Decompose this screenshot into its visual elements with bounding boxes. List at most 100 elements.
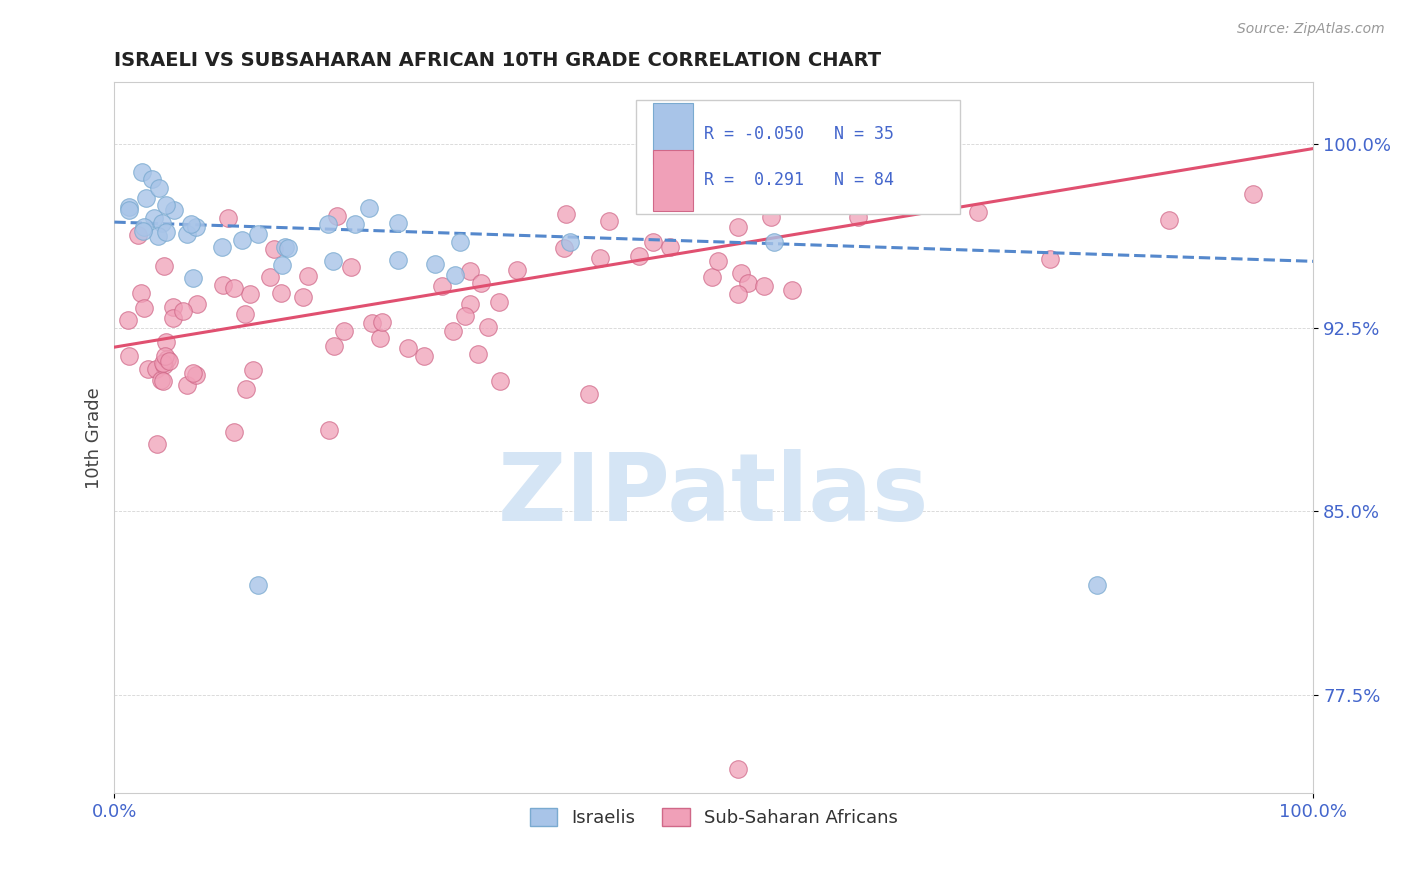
Point <box>430 279 453 293</box>
Point <box>467 347 489 361</box>
Point <box>292 290 315 304</box>
Point <box>340 260 363 274</box>
Point <box>323 339 346 353</box>
Text: Source: ZipAtlas.com: Source: ZipAtlas.com <box>1237 22 1385 37</box>
Point <box>152 358 174 372</box>
Point <box>506 263 529 277</box>
Point <box>578 386 600 401</box>
Point <box>181 271 204 285</box>
Text: R = -0.050   N = 35: R = -0.050 N = 35 <box>704 125 894 143</box>
Point <box>730 266 752 280</box>
Point <box>181 366 204 380</box>
Point <box>231 233 253 247</box>
Point <box>846 210 869 224</box>
Point <box>224 425 246 440</box>
Point <box>727 762 749 776</box>
Point <box>155 349 177 363</box>
Point <box>1038 252 1060 266</box>
Point <box>360 316 382 330</box>
Point <box>162 311 184 326</box>
Point <box>263 242 285 256</box>
Point <box>146 437 169 451</box>
Point <box>368 331 391 345</box>
Point <box>129 286 152 301</box>
Point <box>132 224 155 238</box>
Point <box>454 309 477 323</box>
Point <box>553 242 575 256</box>
Point <box>127 227 149 242</box>
Point <box>143 211 166 225</box>
Point <box>134 219 156 234</box>
Point <box>598 214 620 228</box>
Point <box>186 219 208 234</box>
Point <box>444 268 467 283</box>
Point <box>318 217 340 231</box>
Point <box>458 264 481 278</box>
Point <box>737 277 759 291</box>
Text: R =  0.291   N = 84: R = 0.291 N = 84 <box>704 171 894 189</box>
Point <box>700 269 723 284</box>
Point <box>242 363 264 377</box>
Point <box>155 334 177 349</box>
Point <box>247 227 270 241</box>
Point <box>725 189 748 203</box>
Point <box>117 313 139 327</box>
Point <box>966 205 988 219</box>
Point <box>412 350 434 364</box>
Point <box>780 283 803 297</box>
Point <box>259 269 281 284</box>
Point <box>727 287 749 301</box>
Point <box>271 258 294 272</box>
Point <box>156 351 179 366</box>
Point <box>558 235 581 249</box>
Point <box>387 216 409 230</box>
Point <box>333 325 356 339</box>
Point <box>343 218 366 232</box>
Point <box>186 297 208 311</box>
Point <box>222 281 245 295</box>
Point <box>233 307 256 321</box>
Point <box>152 374 174 388</box>
Point <box>489 374 512 388</box>
Point <box>706 254 728 268</box>
Point <box>318 423 340 437</box>
Point <box>270 285 292 300</box>
Point <box>274 240 297 254</box>
Point <box>145 361 167 376</box>
Point <box>322 253 344 268</box>
Point <box>326 209 349 223</box>
Point <box>704 192 727 206</box>
Point <box>762 235 785 249</box>
Text: ZIPatlas: ZIPatlas <box>498 449 929 541</box>
Point <box>118 202 141 217</box>
FancyBboxPatch shape <box>652 150 693 211</box>
Point <box>136 362 159 376</box>
Point <box>449 235 471 249</box>
Point <box>727 219 749 234</box>
Point <box>176 227 198 242</box>
Point <box>155 225 177 239</box>
Point <box>641 235 664 250</box>
Point <box>162 300 184 314</box>
Point <box>150 216 173 230</box>
Point <box>235 382 257 396</box>
Point <box>754 279 776 293</box>
Point <box>217 211 239 225</box>
Point <box>211 278 233 293</box>
Point <box>423 257 446 271</box>
Point <box>627 249 650 263</box>
Legend: Israelis, Sub-Saharan Africans: Israelis, Sub-Saharan Africans <box>523 800 905 834</box>
FancyBboxPatch shape <box>652 103 693 164</box>
Point <box>239 287 262 301</box>
Point <box>118 200 141 214</box>
Point <box>157 354 180 368</box>
Point <box>1241 187 1264 202</box>
Y-axis label: 10th Grade: 10th Grade <box>86 387 103 489</box>
Point <box>179 217 201 231</box>
Point <box>141 171 163 186</box>
Point <box>359 201 381 215</box>
Point <box>163 202 186 217</box>
Point <box>176 378 198 392</box>
Point <box>371 314 394 328</box>
Point <box>387 252 409 267</box>
